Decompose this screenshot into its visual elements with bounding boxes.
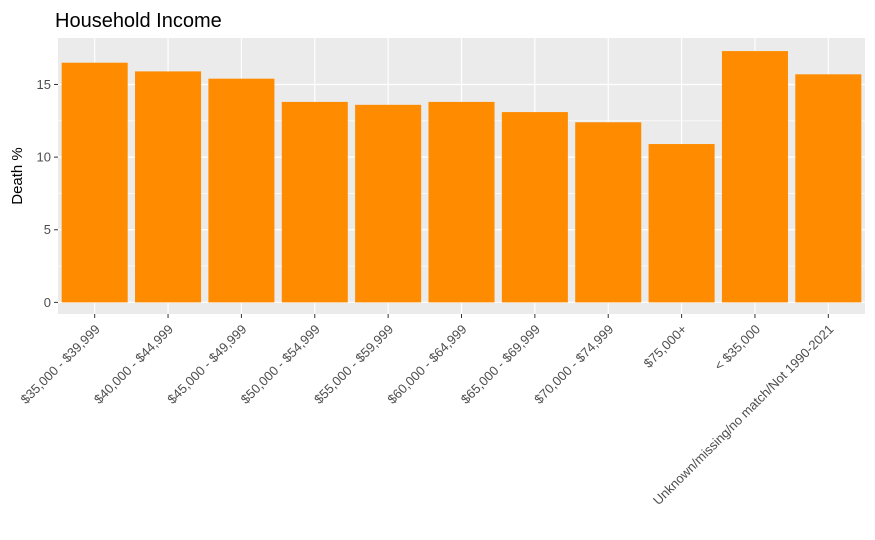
- x-tick-label: $55,000 - $59,999: [311, 322, 396, 407]
- y-axis-label: Death %: [9, 147, 26, 205]
- bar: [208, 78, 275, 303]
- y-tick-label: 0: [44, 295, 51, 310]
- bar: [135, 71, 202, 303]
- x-tick-label: $40,000 - $44,999: [91, 322, 176, 407]
- x-axis: $35,000 - $39,999$40,000 - $44,999$45,00…: [18, 314, 836, 508]
- x-tick-label: $75,000+: [641, 322, 690, 371]
- bar: [428, 101, 495, 303]
- x-tick-label: $65,000 - $69,999: [458, 322, 543, 407]
- bar: [575, 122, 642, 303]
- y-tick-label: 15: [37, 77, 51, 92]
- bar: [355, 104, 422, 303]
- y-tick-label: 5: [44, 222, 51, 237]
- chart-title: Household Income: [55, 10, 222, 32]
- x-tick-label: $35,000 - $39,999: [18, 322, 103, 407]
- bar: [795, 74, 862, 303]
- x-tick-label: $70,000 - $74,999: [531, 322, 616, 407]
- y-axis: 0 5 10 15: [37, 77, 58, 310]
- x-tick-label: $60,000 - $64,999: [384, 322, 469, 407]
- x-tick-label: $50,000 - $54,999: [238, 322, 323, 407]
- x-tick-label: < $35,000: [711, 322, 763, 374]
- bar: [648, 144, 715, 303]
- bar: [721, 51, 788, 303]
- bar: [281, 101, 348, 303]
- bar: [501, 112, 568, 303]
- y-tick-label: 10: [37, 150, 51, 165]
- bar: [61, 62, 128, 303]
- bars: [61, 51, 862, 303]
- x-tick-label: $45,000 - $49,999: [164, 322, 249, 407]
